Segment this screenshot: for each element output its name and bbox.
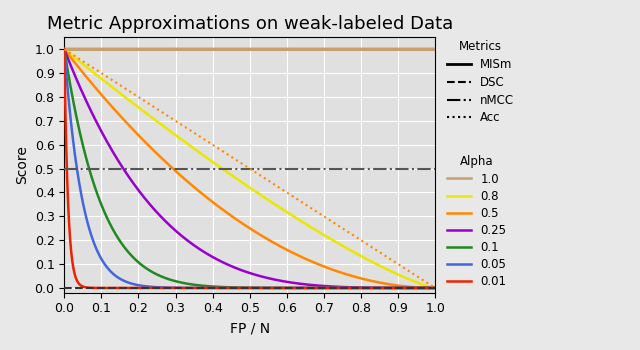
X-axis label: FP / N: FP / N bbox=[230, 321, 270, 335]
Y-axis label: Score: Score bbox=[15, 146, 29, 184]
Legend: 1.0, 0.8, 0.5, 0.25, 0.1, 0.05, 0.01: 1.0, 0.8, 0.5, 0.25, 0.1, 0.05, 0.01 bbox=[445, 153, 509, 291]
Title: Metric Approximations on weak-labeled Data: Metric Approximations on weak-labeled Da… bbox=[47, 15, 453, 33]
